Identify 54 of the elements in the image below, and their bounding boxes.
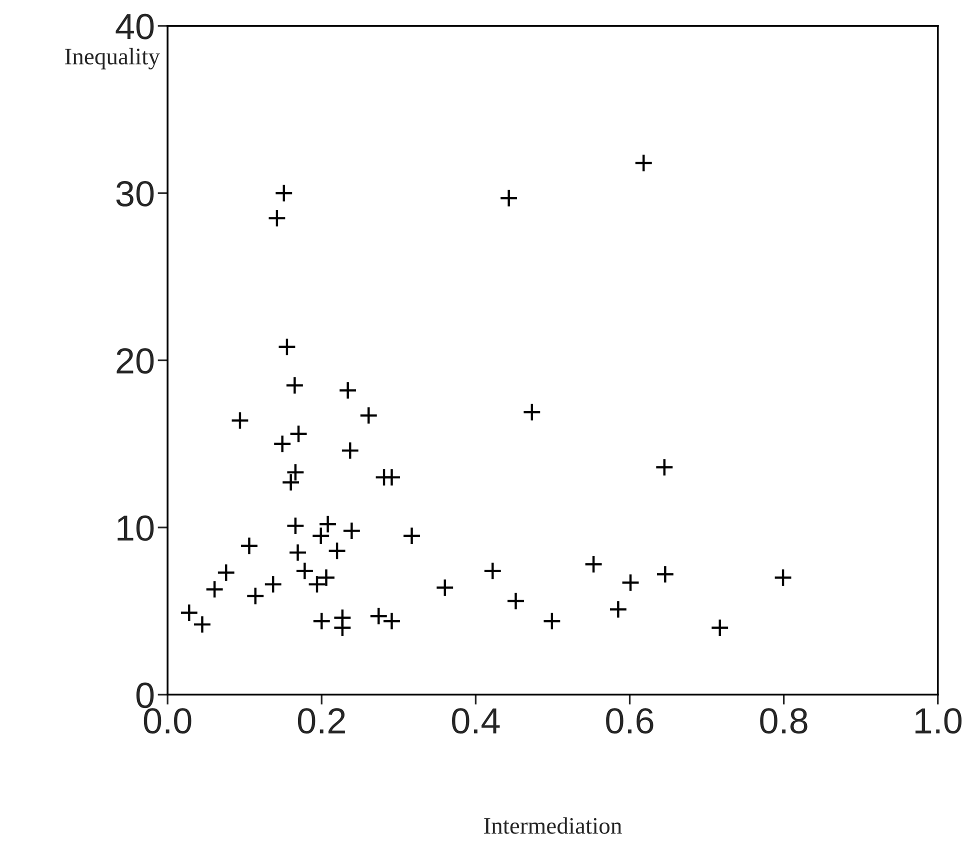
x-tick-label: 0.2: [298, 708, 345, 734]
y-tick-label: 10: [118, 515, 154, 541]
point: [230, 411, 250, 430]
x-tick-label: 0.0: [144, 708, 192, 734]
point: [216, 563, 236, 582]
point: [774, 568, 792, 587]
point: [288, 543, 308, 562]
point: [340, 441, 360, 460]
point: [656, 564, 675, 584]
point: [436, 578, 454, 597]
y-tick-label: 0: [136, 682, 154, 708]
y-axis-title: Inequality: [65, 48, 160, 70]
point: [342, 521, 362, 540]
point: [246, 586, 265, 606]
point: [634, 154, 653, 172]
x-tick-label: 0.6: [606, 708, 654, 734]
x-tick-label: 0.4: [452, 708, 500, 734]
point: [274, 184, 294, 202]
point: [312, 612, 331, 630]
point: [608, 600, 628, 619]
x-tick-label: 0.8: [760, 708, 808, 734]
point: [338, 381, 358, 400]
point: [359, 406, 378, 425]
point: [286, 516, 305, 536]
point: [522, 402, 542, 422]
point: [295, 562, 314, 580]
point: [333, 618, 352, 638]
point: [264, 574, 282, 594]
point: [240, 536, 259, 556]
point: [180, 603, 198, 622]
y-tick-label: 20: [116, 348, 154, 374]
y-tick-label: 30: [116, 180, 154, 207]
point: [273, 434, 292, 454]
point: [268, 208, 286, 228]
point: [499, 188, 518, 208]
point: [369, 606, 388, 626]
point: [205, 580, 224, 599]
point: [328, 542, 346, 560]
point: [382, 612, 402, 630]
point: [278, 338, 296, 356]
x-tick-label: 1.0: [916, 708, 962, 734]
point: [192, 615, 212, 634]
point: [655, 458, 674, 477]
y-tick-label: 40: [116, 14, 154, 40]
x-axis-title: Intermediation: [484, 817, 622, 834]
point: [483, 562, 502, 580]
point: [584, 554, 603, 574]
point: [285, 376, 304, 395]
point: [542, 612, 562, 630]
point: [289, 424, 308, 444]
point: [621, 573, 640, 592]
point: [710, 618, 730, 638]
point: [402, 526, 422, 546]
point: [506, 592, 526, 610]
